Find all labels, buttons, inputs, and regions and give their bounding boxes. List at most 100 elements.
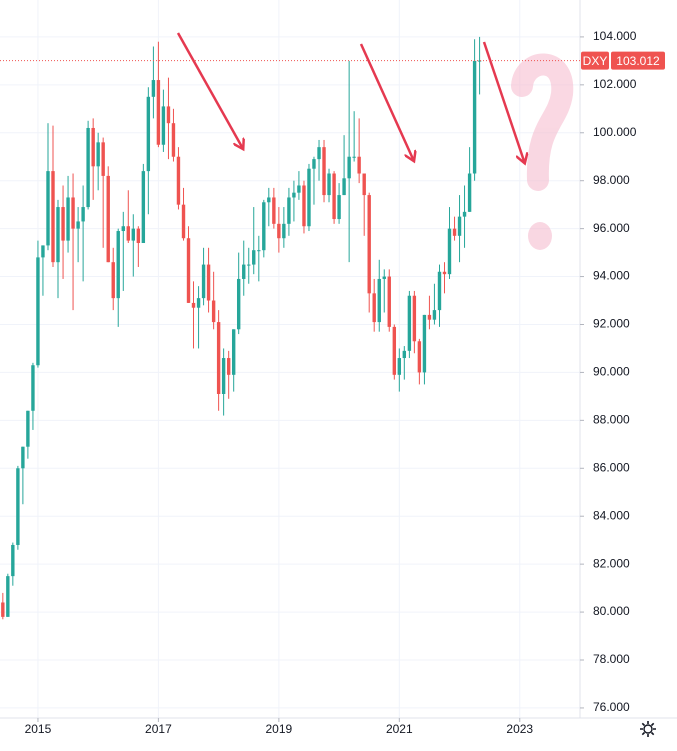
- y-tick-label: 88.000: [593, 413, 630, 427]
- candle-body: [377, 278, 381, 323]
- question-mark-curve: [511, 53, 574, 191]
- candle-body: [111, 262, 115, 299]
- candle-body: [437, 271, 442, 311]
- candle-body: [96, 142, 100, 167]
- candle-body: [432, 310, 437, 320]
- candle-body: [226, 358, 231, 375]
- candle-body: [221, 358, 226, 394]
- question-mark-dot: [528, 222, 552, 250]
- candle-body: [242, 264, 246, 279]
- candle-body: [206, 264, 211, 301]
- annotations: [176, 32, 574, 250]
- candle-body: [201, 264, 206, 299]
- y-tick-label: 92.000: [593, 317, 630, 331]
- y-tick-label: 96.000: [593, 221, 630, 235]
- candle-body: [131, 228, 135, 241]
- candle-body: [342, 178, 346, 196]
- candle-body: [332, 173, 336, 220]
- arrow: [176, 32, 242, 147]
- candle-body: [462, 211, 467, 217]
- candle-body: [141, 171, 146, 244]
- candle-body: [307, 168, 311, 227]
- candle-body: [36, 257, 40, 366]
- candle-body: [71, 197, 75, 229]
- candle-body: [26, 410, 30, 447]
- candle-body: [86, 127, 90, 208]
- candle-body: [76, 221, 80, 229]
- y-tick-label: 84.000: [593, 508, 630, 522]
- candle-body: [312, 159, 316, 169]
- x-tick-label: 2021: [386, 722, 413, 736]
- candle-body: [257, 250, 261, 252]
- candle-body: [11, 544, 15, 577]
- arrow: [482, 41, 524, 161]
- candle-body: [402, 350, 407, 359]
- candle-body: [467, 173, 472, 212]
- candle-body: [171, 123, 176, 157]
- candle-body: [216, 322, 221, 394]
- question-mark: [511, 53, 574, 250]
- candle-body: [392, 326, 397, 375]
- symbol-name: DXY: [583, 54, 608, 68]
- candle-body: [126, 226, 130, 241]
- candle-body: [372, 293, 376, 323]
- candle-body: [442, 271, 447, 275]
- candle-body: [412, 295, 417, 342]
- candle-body: [191, 302, 196, 308]
- candle-body: [452, 228, 457, 236]
- candle-body: [362, 173, 366, 196]
- y-tick-label: 94.000: [593, 269, 630, 283]
- candle-body: [231, 329, 236, 375]
- candle-body: [31, 365, 35, 411]
- candle-body: [477, 60, 482, 62]
- candle-body: [6, 576, 10, 617]
- candle-body: [1, 602, 5, 617]
- x-tick-label: 2023: [506, 722, 533, 736]
- candle-body: [327, 173, 331, 196]
- candle-body: [176, 156, 181, 205]
- candle-body: [196, 298, 201, 308]
- candle-body: [422, 314, 427, 373]
- candle-body: [56, 207, 60, 263]
- y-tick-label: 80.000: [593, 604, 630, 618]
- candle-body: [41, 245, 45, 258]
- candle-body: [282, 223, 286, 239]
- candle-body: [151, 80, 156, 97]
- candle-body: [252, 250, 256, 265]
- price-badge: [611, 51, 665, 70]
- last-price-label: 103.012: [616, 54, 660, 68]
- candle-body: [297, 185, 301, 193]
- candle-body: [397, 358, 402, 375]
- arrow: [359, 43, 413, 159]
- candle-body: [121, 226, 125, 232]
- candle-body: [101, 142, 105, 176]
- candle-body: [317, 147, 321, 160]
- candle-body: [236, 278, 241, 330]
- candle-body: [136, 228, 141, 244]
- candle-body: [272, 197, 276, 224]
- candle-body: [146, 96, 151, 172]
- y-tick-label: 78.000: [593, 652, 630, 666]
- candle-body: [447, 228, 452, 275]
- y-tick-label: 104.000: [593, 29, 637, 43]
- x-tick-label: 2017: [145, 722, 172, 736]
- candle-body: [81, 207, 85, 222]
- x-tick-label: 2015: [25, 722, 52, 736]
- candle-body: [427, 314, 432, 320]
- x-tick-label: 2019: [266, 722, 293, 736]
- settings-icon[interactable]: [640, 721, 656, 737]
- candle-body: [66, 197, 70, 241]
- gear-hub: [643, 724, 653, 734]
- candle-body: [161, 106, 166, 145]
- candle-body: [322, 147, 326, 196]
- candle-body: [352, 156, 356, 158]
- candle-body: [292, 192, 296, 198]
- candle-body: [116, 231, 120, 299]
- y-tick-label: 90.000: [593, 365, 630, 379]
- candle-body: [347, 156, 351, 179]
- y-tick-label: 86.000: [593, 460, 630, 474]
- candle-body: [472, 60, 477, 174]
- candle-body: [267, 197, 271, 203]
- candle-body: [16, 468, 20, 545]
